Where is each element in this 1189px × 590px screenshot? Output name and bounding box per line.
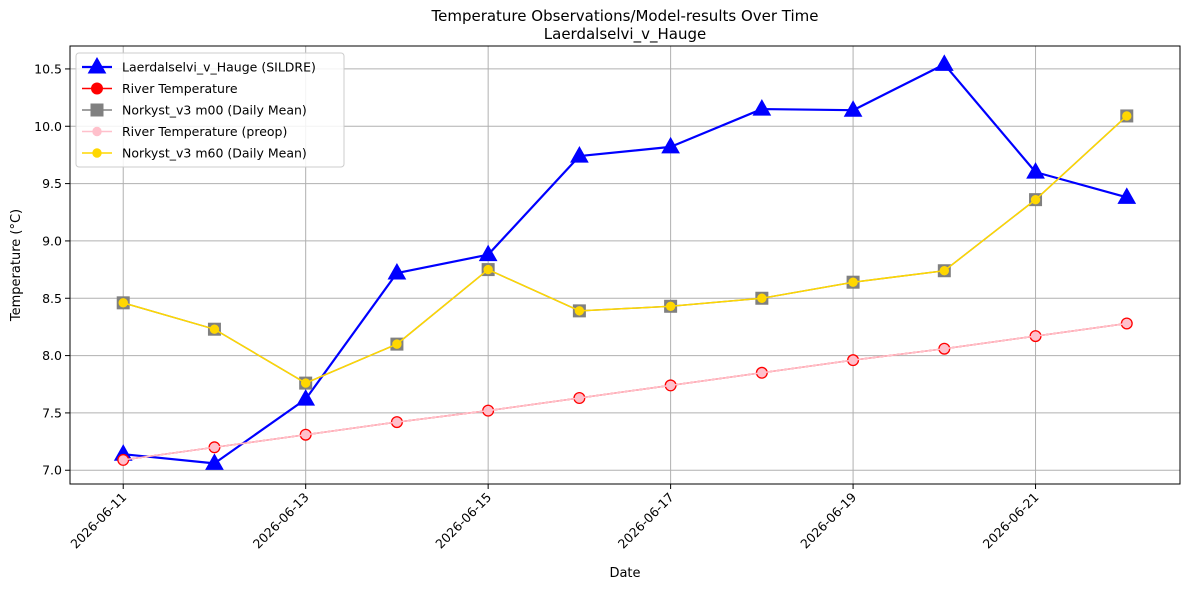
norkyst-m60-point bbox=[483, 264, 493, 275]
river-temperature-preop-point bbox=[757, 368, 767, 378]
sildre-point bbox=[661, 136, 680, 154]
norkyst-m60-point bbox=[300, 378, 311, 388]
sildre-point bbox=[843, 100, 863, 117]
river-temperature-preop-point bbox=[939, 344, 950, 354]
legend-entry: Norkyst_v3 m60 (Daily Mean) bbox=[82, 146, 307, 161]
river-temperature-preop-point bbox=[1122, 318, 1132, 329]
river-temperature-preop-point bbox=[665, 380, 676, 391]
series-line bbox=[123, 115, 1128, 384]
sildre-point bbox=[205, 453, 224, 470]
legend-box bbox=[75, 52, 345, 168]
series-river-temperature-preop bbox=[118, 318, 1132, 465]
river-temperature-preop-point bbox=[1030, 331, 1041, 341]
sildre-point bbox=[478, 244, 498, 262]
x-tick-label: 2026-06-15 bbox=[432, 490, 494, 552]
legend-label: Norkyst_v3 m60 (Daily Mean) bbox=[122, 146, 307, 161]
legend-entry: Laerdalselvi_v_Hauge (SILDRE) bbox=[82, 56, 316, 75]
norkyst-m60-point bbox=[939, 266, 950, 276]
x-tick-label: 2026-06-19 bbox=[797, 489, 859, 551]
river-temperature-preop-point bbox=[392, 417, 402, 427]
y-tick-label: 8.5 bbox=[42, 291, 62, 306]
river-temperature-preop-point bbox=[209, 442, 220, 453]
sildre-point bbox=[570, 146, 589, 163]
river-temperature-preop-point bbox=[92, 126, 102, 137]
river-temperature-preop-point bbox=[483, 405, 493, 416]
x-tick-label: 2026-06-11 bbox=[67, 490, 129, 552]
legend-entry: River Temperature bbox=[82, 81, 238, 96]
y-tick-label: 10.0 bbox=[34, 119, 62, 134]
series-line bbox=[123, 63, 1128, 465]
y-tick-label: 7.0 bbox=[42, 463, 62, 478]
series-line bbox=[123, 322, 1127, 461]
legend-label: Norkyst_v3 m00 (Daily Mean) bbox=[122, 103, 307, 118]
sildre-point bbox=[934, 54, 954, 71]
sildre-point bbox=[752, 99, 772, 116]
legend-label: River Temperature (preop) bbox=[122, 124, 287, 139]
river-temperature-preop-point bbox=[574, 393, 585, 403]
norkyst-m60-point bbox=[392, 339, 402, 349]
legend-label: Laerdalselvi_v_Hauge (SILDRE) bbox=[122, 60, 316, 75]
norkyst-m00-point bbox=[90, 103, 104, 117]
chart-subtitle: Laerdalselvi_v_Hauge bbox=[544, 25, 706, 44]
norkyst-m60-point bbox=[665, 301, 676, 311]
sildre-point bbox=[296, 389, 316, 406]
y-tick-label: 8.0 bbox=[42, 348, 62, 363]
x-tick-label: 2026-06-13 bbox=[250, 490, 312, 552]
sildre-point bbox=[87, 56, 107, 74]
norkyst-m60-point bbox=[1030, 194, 1041, 205]
norkyst-m60-point bbox=[574, 306, 585, 316]
y-tick-label: 9.0 bbox=[42, 233, 62, 248]
sildre-point bbox=[1117, 187, 1137, 204]
chart-title: Temperature Observations/Model-results O… bbox=[430, 7, 818, 25]
norkyst-m60-point bbox=[118, 298, 128, 308]
sildre-point bbox=[1026, 162, 1045, 179]
x-tick-label: 2026-06-21 bbox=[980, 490, 1042, 552]
norkyst-m60-point bbox=[209, 324, 220, 334]
river-temperature-preop-point bbox=[300, 429, 311, 440]
sildre-point bbox=[387, 263, 407, 280]
norkyst-m60-point bbox=[1122, 111, 1132, 121]
y-tick-label: 7.5 bbox=[42, 405, 62, 420]
x-tick-label: 2026-06-17 bbox=[615, 490, 677, 552]
norkyst-m60-point bbox=[92, 148, 102, 158]
legend: Laerdalselvi_v_Hauge (SILDRE) River Tempe… bbox=[75, 52, 345, 168]
legend-entry: River Temperature (preop) bbox=[82, 124, 287, 139]
y-tick-label: 9.5 bbox=[42, 176, 62, 191]
legend-label: River Temperature bbox=[122, 81, 238, 96]
series-sildre bbox=[113, 54, 1137, 470]
norkyst-m60-point bbox=[848, 277, 858, 287]
norkyst-m60-point bbox=[757, 293, 767, 303]
river-temperature-preop-point bbox=[848, 355, 858, 365]
river-temperature-preop-point bbox=[118, 455, 128, 465]
river-temperature-point bbox=[91, 82, 103, 95]
x-axis-title: Date bbox=[609, 566, 640, 581]
y-axis-title: Temperature (°C) bbox=[9, 209, 24, 322]
series-norkyst-m60 bbox=[118, 111, 1132, 388]
series-layer bbox=[113, 54, 1137, 470]
y-tick-label: 10.5 bbox=[34, 61, 62, 76]
legend-entry: Norkyst_v3 m00 (Daily Mean) bbox=[82, 103, 307, 118]
plot-frame bbox=[69, 45, 1181, 485]
